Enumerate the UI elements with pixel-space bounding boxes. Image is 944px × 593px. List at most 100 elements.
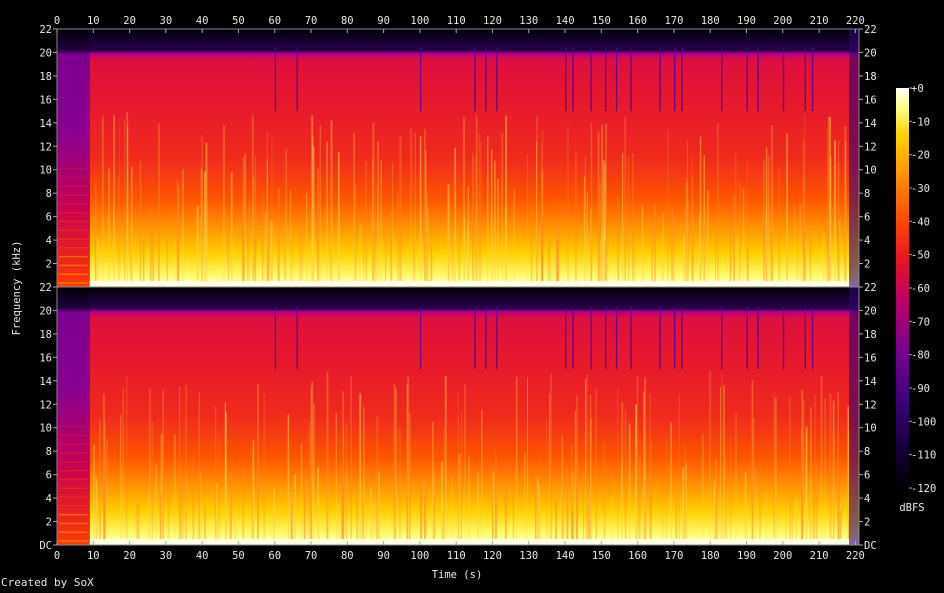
y-tick-label-right: 12 bbox=[864, 399, 877, 411]
y-tick-label-right: 4 bbox=[864, 493, 870, 505]
intro-harmonic bbox=[59, 478, 88, 481]
colorbar-tick-label: -110 bbox=[911, 450, 936, 462]
intro-harmonic bbox=[59, 203, 88, 205]
intro-harmonic bbox=[59, 496, 88, 498]
y-tick-label-right: 10 bbox=[864, 423, 877, 435]
y-tick-label-right: 10 bbox=[864, 165, 877, 177]
x-tick-label-bottom: 220 bbox=[846, 550, 865, 562]
intro-harmonic bbox=[59, 505, 88, 507]
y-tick-label-right: 20 bbox=[864, 305, 877, 317]
intro-harmonic bbox=[59, 487, 88, 490]
transient-streaks bbox=[94, 112, 852, 288]
y-tick-label-right: 14 bbox=[864, 376, 877, 388]
plot-frame bbox=[56, 286, 860, 546]
x-tick-label-bottom: 90 bbox=[377, 550, 390, 562]
intro-section bbox=[57, 287, 90, 545]
x-tick-label-top: 50 bbox=[232, 15, 245, 27]
intro-section bbox=[57, 29, 90, 287]
intro-harmonic bbox=[59, 211, 88, 214]
y-tick-label-right: 4 bbox=[864, 235, 870, 247]
x-tick-label-top: 180 bbox=[701, 15, 720, 27]
x-tick-label-top: 200 bbox=[773, 15, 792, 27]
intro-harmonic bbox=[59, 229, 88, 232]
y-tick-label-left: 16 bbox=[39, 352, 52, 364]
intro-harmonic bbox=[59, 540, 88, 542]
channel-2 bbox=[56, 286, 860, 546]
x-tick-label-top: 60 bbox=[268, 15, 281, 27]
x-ticks-bottom: 0 10 20 30 40 50 60 70 80 90 100 110 120 130 140 150 160… bbox=[54, 541, 865, 562]
colorbar-tick-label: -40 bbox=[911, 216, 930, 228]
intro-harmonic bbox=[59, 247, 88, 249]
x-tick-label-top: 0 bbox=[54, 15, 60, 27]
x-tick-label-top: 130 bbox=[519, 15, 538, 27]
y-tick-label-left: 6 bbox=[46, 470, 52, 482]
intro-harmonic bbox=[59, 282, 88, 284]
x-tick-label-bottom: 10 bbox=[87, 550, 100, 562]
x-tick-label-bottom: 110 bbox=[447, 550, 466, 562]
x-tick-label-bottom: 190 bbox=[737, 550, 756, 562]
y-tick-label-left: 14 bbox=[39, 376, 52, 388]
colorbar-tick-label: -80 bbox=[911, 350, 930, 362]
y-tick-label-right: 18 bbox=[864, 71, 877, 83]
x-tick-label-top: 10 bbox=[87, 15, 100, 27]
y-tick-label-left: 16 bbox=[39, 94, 52, 106]
intro-harmonic bbox=[59, 461, 88, 463]
x-tick-label-top: 160 bbox=[628, 15, 647, 27]
y-tick-label-right: 22 bbox=[864, 282, 877, 294]
intro-harmonic bbox=[59, 238, 88, 240]
x-tick-label-bottom: 60 bbox=[268, 550, 281, 562]
y-tick-label-left: 22 bbox=[39, 282, 52, 294]
y-tick-label-left: 4 bbox=[46, 235, 52, 247]
intro-harmonic bbox=[59, 194, 88, 196]
colorbar-tick-label: -90 bbox=[911, 383, 930, 395]
x-tick-label-top: 100 bbox=[410, 15, 429, 27]
y-tick-label-left: 6 bbox=[46, 212, 52, 224]
y-tick-label-left: 8 bbox=[46, 446, 52, 458]
intro-harmonic bbox=[59, 176, 88, 179]
x-tick-label-bottom: 40 bbox=[196, 550, 209, 562]
intro-harmonic bbox=[59, 425, 88, 428]
y-tick-label-right: 8 bbox=[864, 188, 870, 200]
colorbar-tick-label: +0 bbox=[911, 83, 924, 95]
x-tick-label-bottom: 20 bbox=[123, 550, 136, 562]
y-tick-label-right: DC bbox=[864, 540, 877, 552]
colorbar-label: dBFS bbox=[899, 502, 924, 514]
y-tick-label-left: 20 bbox=[39, 47, 52, 59]
low-frequency-band bbox=[89, 281, 859, 287]
x-tick-label-bottom: 170 bbox=[664, 550, 683, 562]
x-tick-label-bottom: 0 bbox=[54, 550, 60, 562]
x-tick-label-top: 30 bbox=[160, 15, 173, 27]
y-tick-label-right: 6 bbox=[864, 212, 870, 224]
x-tick-label-top: 40 bbox=[196, 15, 209, 27]
colorbar-tick-label: -20 bbox=[911, 150, 930, 162]
y-tick-label-left: 14 bbox=[39, 118, 52, 130]
y-tick-label-right: 12 bbox=[864, 141, 877, 153]
intro-harmonic bbox=[59, 513, 88, 516]
intro-harmonic bbox=[59, 434, 88, 437]
intro-harmonic bbox=[59, 452, 88, 454]
y-tick-label-left: 18 bbox=[39, 71, 52, 83]
x-tick-label-bottom: 50 bbox=[232, 550, 245, 562]
x-tick-label-bottom: 30 bbox=[160, 550, 173, 562]
x-tick-label-top: 80 bbox=[341, 15, 354, 27]
spectrogram-channels bbox=[56, 28, 860, 546]
intro-harmonic bbox=[59, 469, 88, 472]
y-tick-label-right: 2 bbox=[864, 517, 870, 529]
x-tick-label-top: 110 bbox=[447, 15, 466, 27]
x-tick-label-bottom: 130 bbox=[519, 550, 538, 562]
x-tick-label-bottom: 160 bbox=[628, 550, 647, 562]
x-tick-label-bottom: 140 bbox=[556, 550, 575, 562]
intro-harmonic bbox=[59, 264, 88, 267]
intro-harmonic bbox=[59, 273, 88, 276]
y-tick-label-left: 8 bbox=[46, 188, 52, 200]
x-tick-label-top: 150 bbox=[592, 15, 611, 27]
colorbar-tick-label: -10 bbox=[911, 116, 930, 128]
y-tick-label-right: 22 bbox=[864, 24, 877, 36]
colorbar-tick-label: -50 bbox=[911, 250, 930, 262]
transient-streaks bbox=[93, 370, 850, 545]
x-tick-label-top: 220 bbox=[846, 15, 865, 27]
y-tick-label-left: 10 bbox=[39, 165, 52, 177]
intro-harmonic bbox=[59, 255, 88, 258]
y-tick-label-left: DC bbox=[39, 540, 52, 552]
